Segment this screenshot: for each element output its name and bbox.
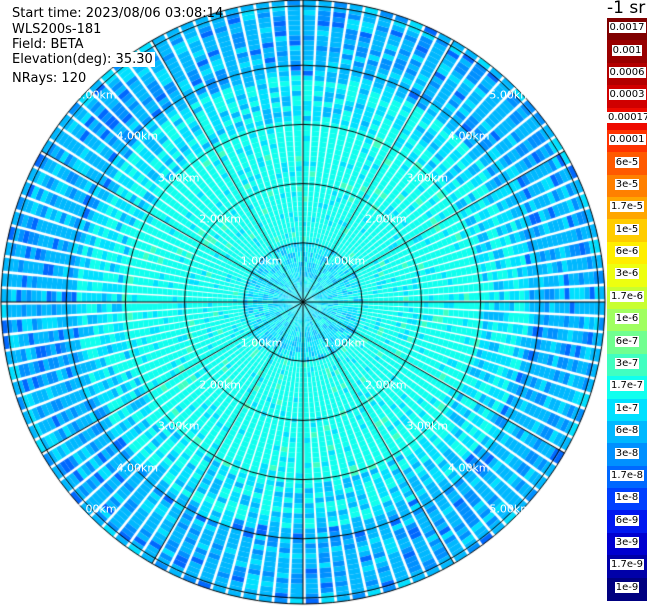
colorbar-tick-label: 3e-9: [614, 537, 640, 549]
range-ring-label: 3.00km: [406, 419, 449, 433]
colorbar-tick-label: 1.7e-9: [609, 559, 645, 571]
colorbar: 0.0017 0.001 0.0006 0.0003 0.00017 0.0001 6e-5…: [607, 18, 647, 601]
colorbar-tick-label: 6e-5: [614, 156, 640, 168]
range-ring-label: 1.00km: [323, 254, 366, 268]
range-ring-label: 3.00km: [157, 419, 200, 433]
colorbar-tick-label: 0.0006: [608, 66, 646, 78]
colorbar-tick-label: 1.7e-6: [609, 290, 645, 302]
colorbar-tick-label: 6e-8: [614, 425, 640, 437]
range-ring-label: 3.00km: [157, 171, 200, 185]
colorbar-title: -1 sr: [607, 0, 646, 18]
colorbar-tick-label: 1e-6: [614, 313, 640, 325]
range-ring-label: 2.00km: [365, 378, 407, 392]
range-ring-label: 1.00km: [323, 336, 366, 350]
colorbar-tick-label: 1e-8: [614, 492, 640, 504]
range-ring-label: 5.00km: [75, 88, 117, 102]
colorbar-tick-label: 0.0017: [608, 22, 646, 34]
colorbar-tick-label: 1e-9: [614, 581, 640, 593]
range-ring-label: 1.00km: [240, 254, 283, 268]
field-label: Field: BETA: [12, 37, 84, 52]
range-ring-label: 2.00km: [199, 212, 241, 226]
range-ring-label: 5.00km: [75, 502, 117, 516]
elevation-label: Elevation(deg): 35.30: [12, 52, 155, 67]
range-ring-label: 4.00km: [116, 129, 159, 143]
colorbar-tick-label: 3e-8: [614, 447, 640, 459]
range-ring-label: 2.00km: [199, 378, 241, 392]
nrays-label: NRays: 120: [12, 71, 87, 86]
colorbar-tick-label: 6e-6: [614, 246, 640, 258]
colorbar-tick-label: 0.001: [611, 44, 643, 56]
colorbar-tick-label: 1.7e-7: [609, 380, 645, 392]
colorbar-tick-label: 1.7e-8: [609, 469, 645, 481]
ppi-polar-plot: [0, 0, 607, 607]
range-ring-label: 4.00km: [116, 461, 159, 475]
colorbar-tick-label: 0.0003: [608, 89, 646, 101]
range-ring-label: 1.00km: [240, 336, 283, 350]
colorbar-tick-label: 3e-5: [614, 178, 640, 190]
range-ring-label: 5.00km: [489, 502, 531, 516]
colorbar-tick-label: 6e-9: [614, 514, 640, 526]
start-time-label: Start time: 2023/08/06 03:08:14: [12, 6, 224, 21]
colorbar-tick-label: 1e-7: [614, 402, 640, 414]
range-ring-label: 3.00km: [406, 171, 449, 185]
colorbar-tick-label: 3e-6: [614, 268, 640, 280]
range-ring-label: 4.00km: [447, 129, 490, 143]
colorbar-tick-label: 1e-5: [614, 223, 640, 235]
instrument-label: WLS200s-181: [12, 22, 102, 37]
colorbar-tick-label: 6e-7: [614, 335, 640, 347]
range-ring-label: 5.00km: [489, 88, 531, 102]
colorbar-tick-label: 0.00017: [607, 111, 647, 123]
range-ring-label: 4.00km: [447, 461, 490, 475]
colorbar-tick-label: 0.0001: [608, 134, 646, 146]
colorbar-tick-label: 3e-7: [614, 357, 640, 369]
colorbar-tick-label: 1.7e-5: [609, 201, 645, 213]
range-ring-label: 2.00km: [365, 212, 407, 226]
